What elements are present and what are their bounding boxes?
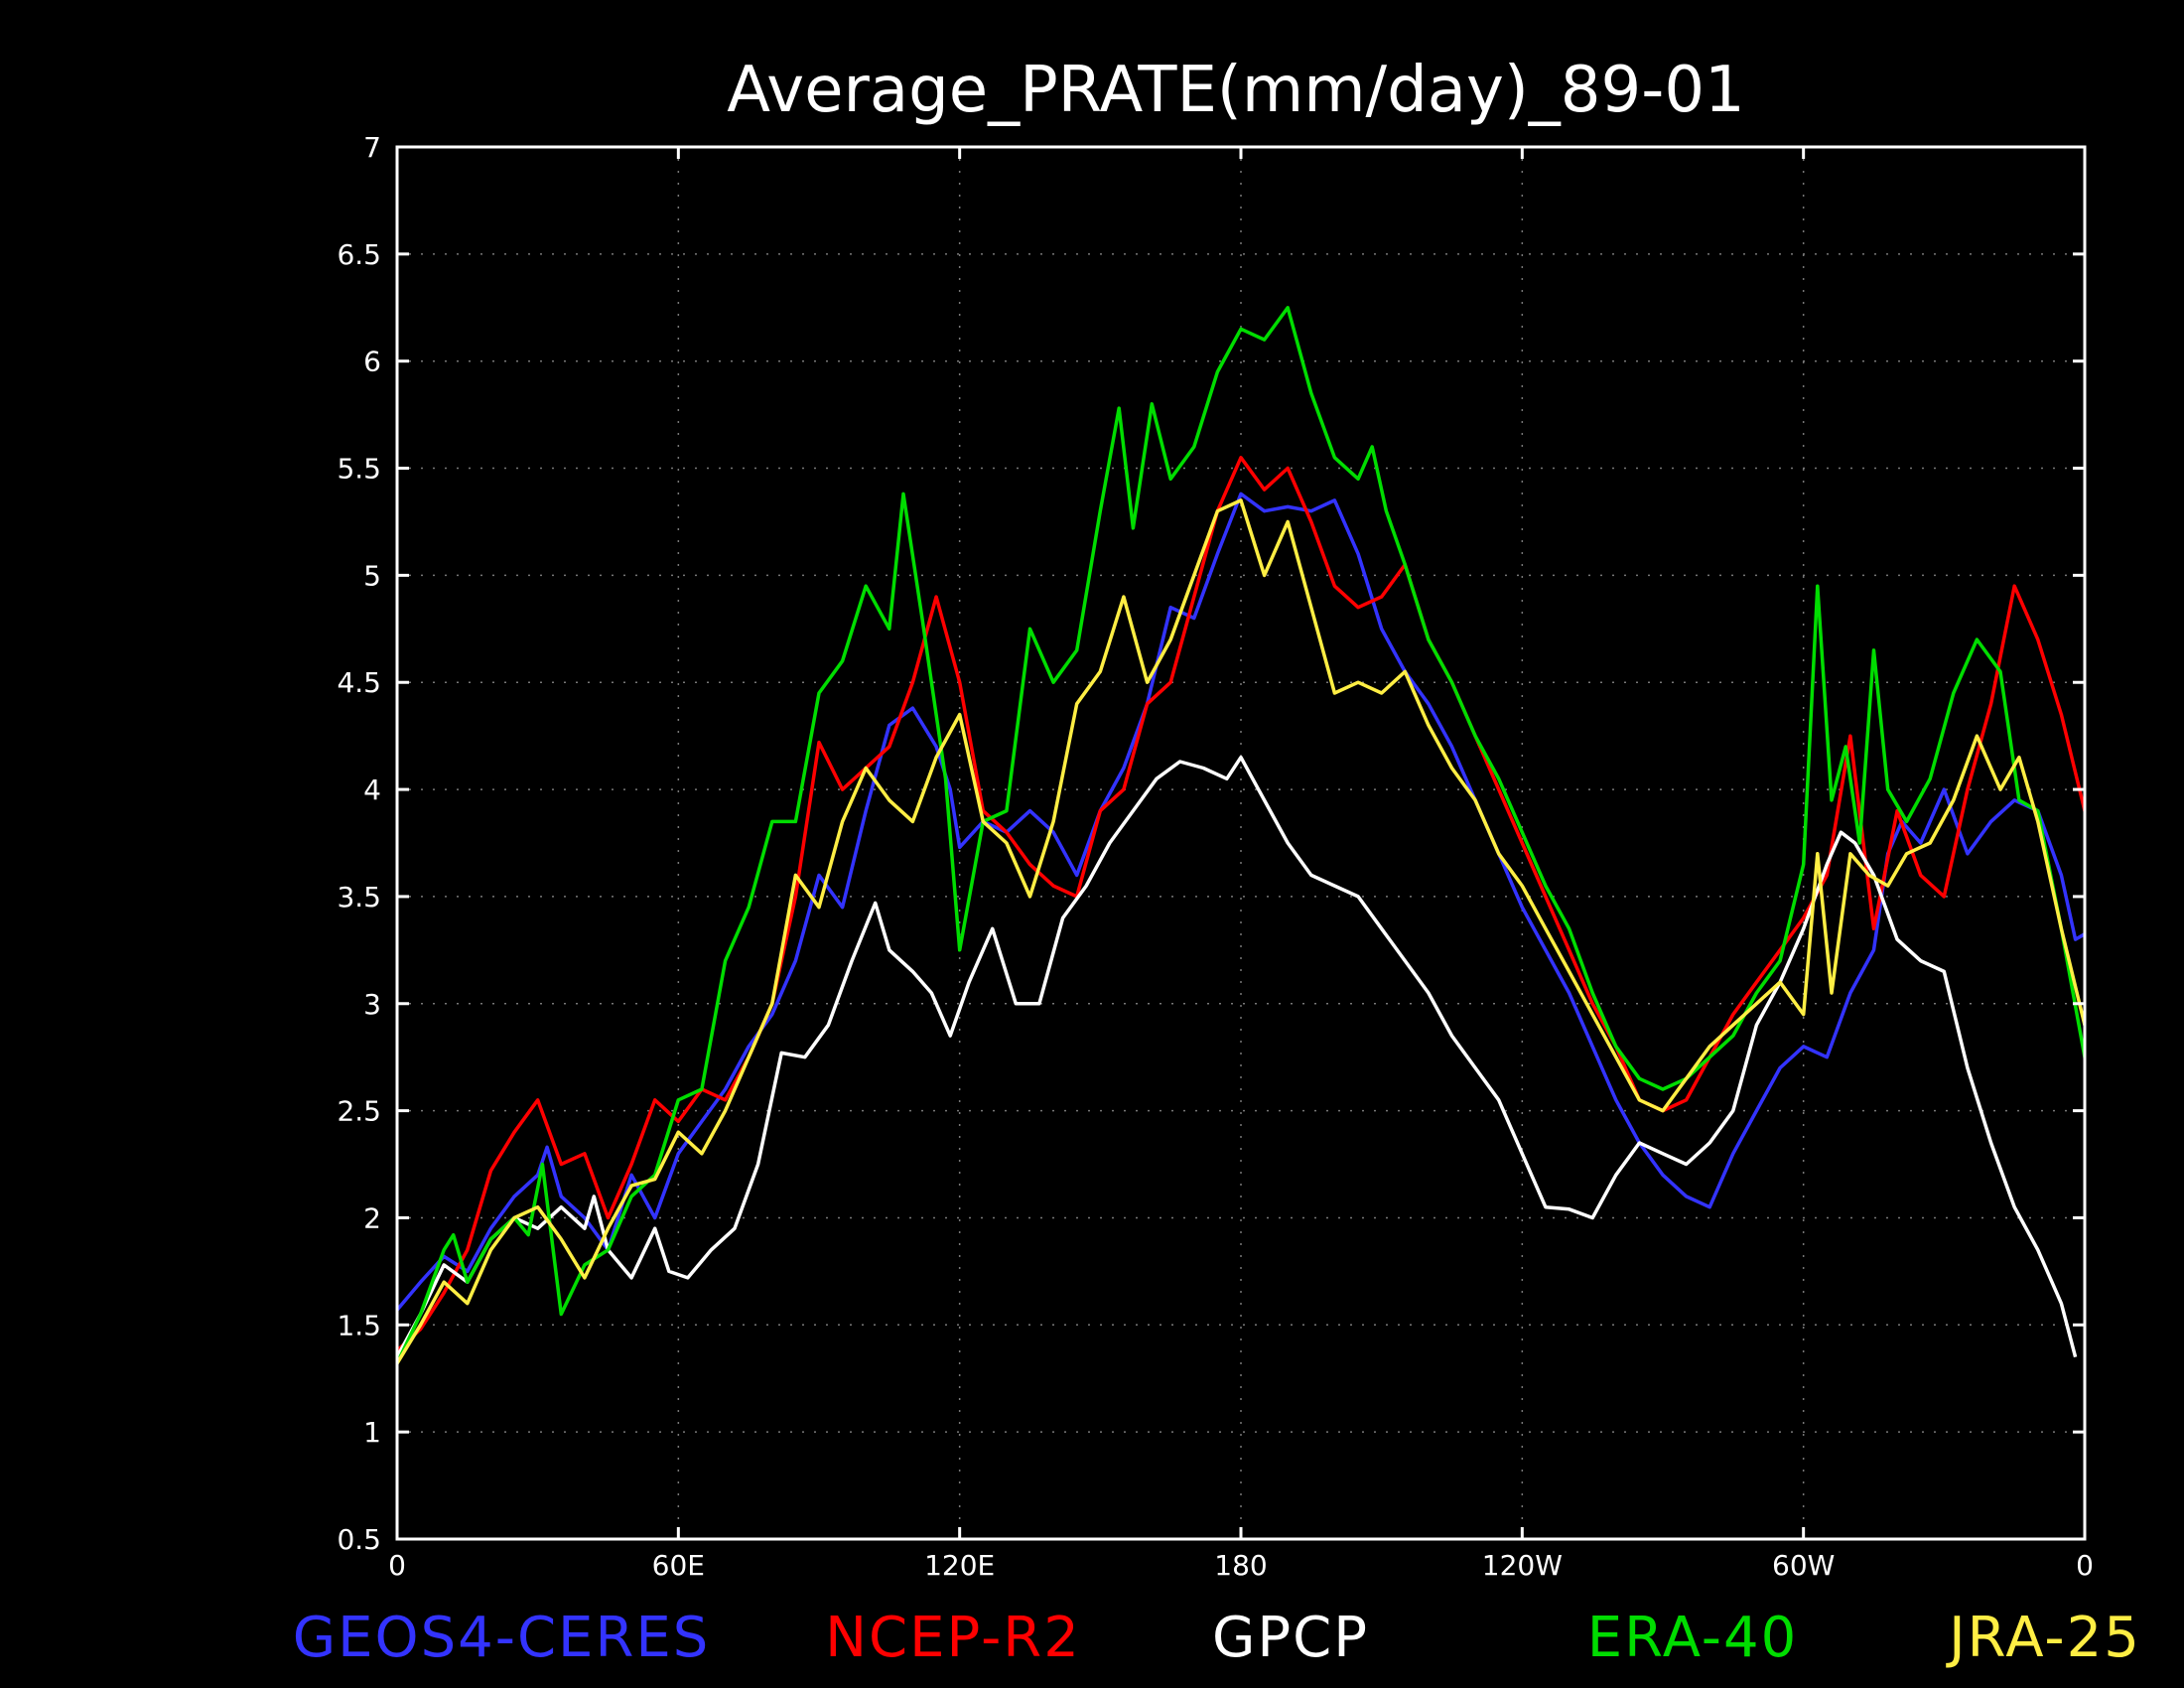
y-tick-label: 3 <box>363 988 381 1021</box>
series-layer <box>397 306 2085 1365</box>
series-line-ncep-r2 <box>397 456 2085 1352</box>
x-tick-label: 120E <box>924 1549 995 1582</box>
y-tick-label: 1 <box>363 1416 381 1449</box>
y-tick-label: 5 <box>363 559 381 592</box>
legend-label-gpcp: GPCP <box>1212 1606 1369 1670</box>
x-tick-label: 0 <box>2076 1549 2094 1582</box>
y-tick-label: 6.5 <box>337 238 381 271</box>
legend-label-ncep-r2: NCEP-R2 <box>825 1606 1081 1670</box>
x-tick-label: 0 <box>388 1549 406 1582</box>
x-tick-label: 60E <box>652 1549 705 1582</box>
legend-label-geos4-ceres: GEOS4-CERES <box>293 1606 711 1670</box>
series-line-jra-25 <box>397 498 2085 1365</box>
y-tick-label: 2.5 <box>337 1095 381 1128</box>
axis-ticks: 0.5 1 1.5 2 2.5 3 3.5 4 4.5 5 5.5 6 6.5 7 0 60E 120E 180 1… <box>337 131 2093 1582</box>
y-tick-label: 4.5 <box>337 666 381 699</box>
y-tick-label: 7 <box>363 131 381 164</box>
y-tick-label: 4 <box>363 774 381 806</box>
y-tick-label: 6 <box>363 346 381 378</box>
y-tick-label: 2 <box>363 1201 381 1234</box>
x-tick-label: 60W <box>1772 1549 1835 1582</box>
y-tick-label: 0.5 <box>337 1523 381 1556</box>
series-line-era-40 <box>397 306 2085 1364</box>
x-tick-label: 180 <box>1214 1549 1267 1582</box>
legend-label-era-40: ERA-40 <box>1587 1606 1799 1670</box>
y-tick-label: 5.5 <box>337 453 381 486</box>
x-tick-label: 120W <box>1482 1549 1563 1582</box>
y-tick-label: 1.5 <box>337 1309 381 1341</box>
series-line-geos4-ceres <box>397 492 2085 1312</box>
legend: GEOS4-CERES NCEP-R2 GPCP ERA-40 JRA-25 <box>293 1606 2141 1670</box>
y-tick-label: 3.5 <box>337 881 381 914</box>
chart-title: Average_PRATE(mm/day)_89-01 <box>727 54 1745 127</box>
legend-label-jra-25: JRA-25 <box>1946 1606 2141 1670</box>
